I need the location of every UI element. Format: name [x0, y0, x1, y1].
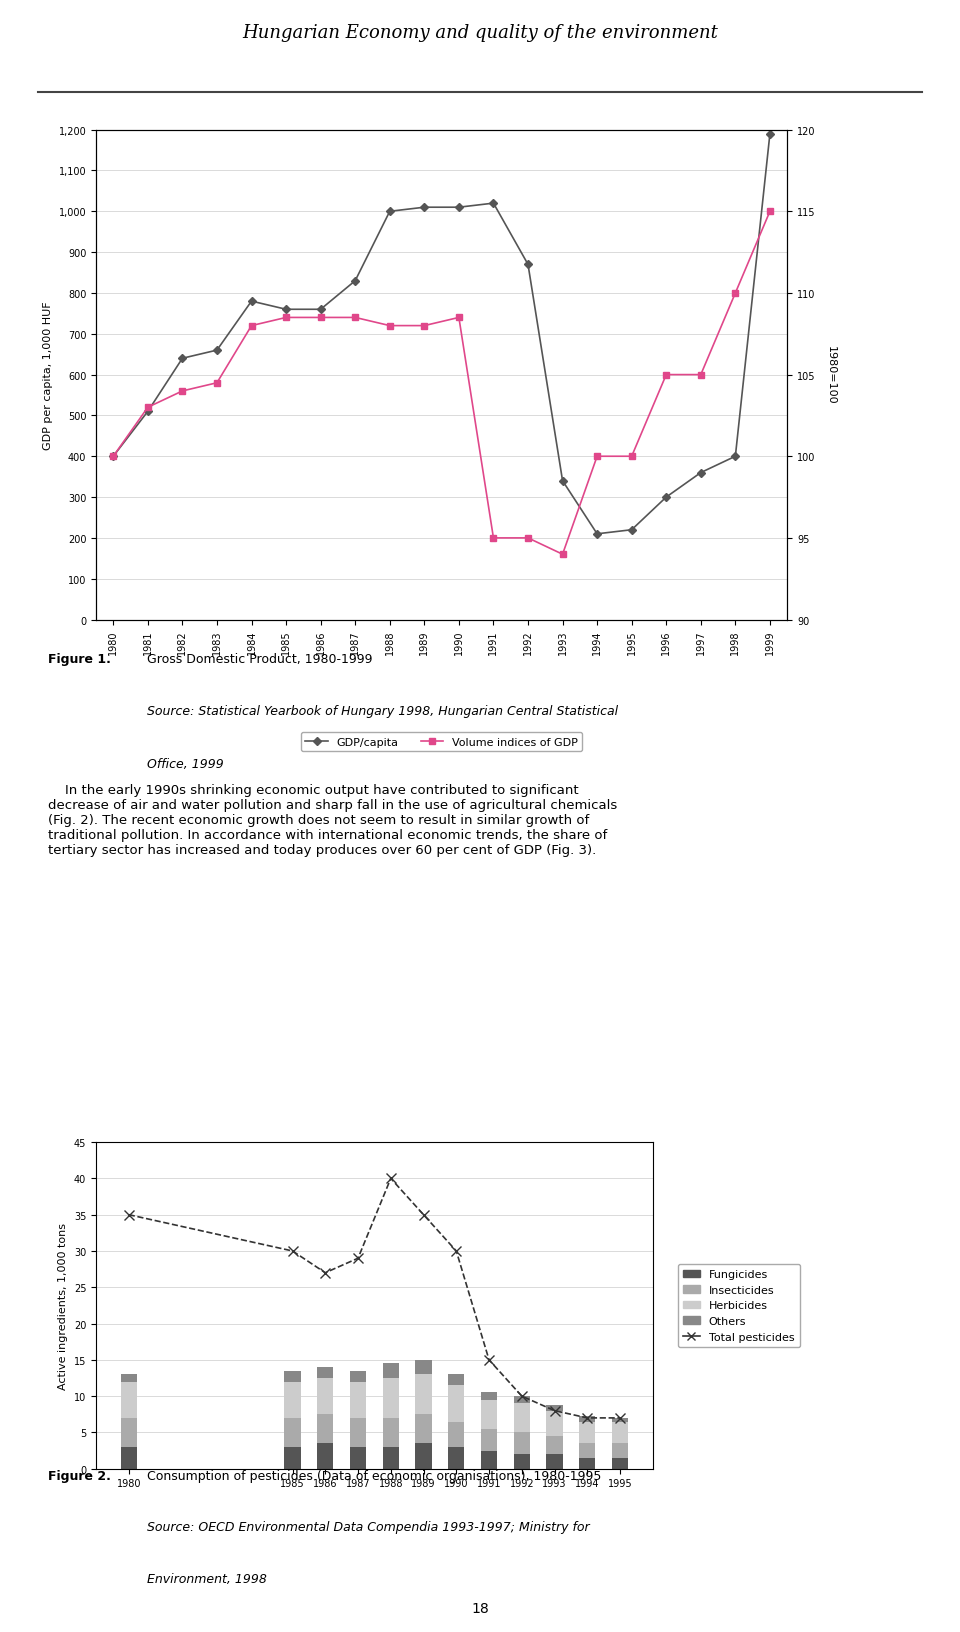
Bar [383, 1377, 399, 1418]
Bar [416, 1443, 432, 1469]
Bar [612, 1418, 628, 1421]
Bar [121, 1418, 137, 1448]
Text: In the early 1990s shrinking economic output have contributed to significant
dec: In the early 1990s shrinking economic ou… [48, 783, 617, 857]
Bar [416, 1359, 432, 1374]
Text: Office, 1999: Office, 1999 [148, 757, 224, 770]
Total pesticides [450, 1242, 462, 1262]
Bar [448, 1421, 465, 1448]
Bar [349, 1371, 366, 1382]
Bar [448, 1374, 465, 1386]
Total pesticides [614, 1408, 626, 1428]
Bar [612, 1443, 628, 1457]
Text: 18: 18 [471, 1601, 489, 1614]
Total pesticides [549, 1400, 561, 1420]
Bar [612, 1457, 628, 1469]
Bar [514, 1404, 530, 1433]
Bar [579, 1421, 595, 1443]
Bar [121, 1374, 137, 1382]
Line: Total pesticides: Total pesticides [124, 1173, 625, 1423]
Bar [579, 1417, 595, 1421]
Text: Environment, 1998: Environment, 1998 [148, 1572, 267, 1585]
Bar [514, 1454, 530, 1469]
Bar [317, 1443, 333, 1469]
Bar [448, 1448, 465, 1469]
Bar [546, 1454, 563, 1469]
Text: Figure 2.: Figure 2. [48, 1469, 110, 1482]
Bar [481, 1400, 497, 1430]
Bar [579, 1457, 595, 1469]
Text: Gross Domestic Product, 1980-1999: Gross Domestic Product, 1980-1999 [148, 653, 372, 666]
Total pesticides [483, 1350, 494, 1369]
Bar [481, 1451, 497, 1469]
Bar [284, 1448, 300, 1469]
Bar [349, 1448, 366, 1469]
Bar [546, 1410, 563, 1436]
Total pesticides [582, 1408, 593, 1428]
Y-axis label: 1980=100: 1980=100 [827, 346, 836, 405]
Total pesticides [320, 1263, 331, 1283]
Total pesticides [123, 1204, 134, 1224]
Y-axis label: GDP per capita, 1,000 HUF: GDP per capita, 1,000 HUF [43, 300, 53, 450]
Bar [121, 1382, 137, 1418]
Text: Source: OECD Environmental Data Compendia 1993-1997; Ministry for: Source: OECD Environmental Data Compendi… [148, 1521, 590, 1532]
Text: Consumption of pesticides (Data of economic organisations), 1980-1995: Consumption of pesticides (Data of econo… [148, 1469, 602, 1482]
Bar [579, 1443, 595, 1457]
Bar [416, 1415, 432, 1443]
Legend: Fungicides, Insecticides, Herbicides, Others, Total pesticides: Fungicides, Insecticides, Herbicides, Ot… [678, 1263, 800, 1348]
Text: Figure 1.: Figure 1. [48, 653, 110, 666]
Bar [284, 1418, 300, 1448]
Bar [416, 1374, 432, 1415]
Total pesticides [385, 1169, 396, 1188]
Bar [383, 1418, 399, 1448]
Bar [317, 1377, 333, 1415]
Bar [481, 1392, 497, 1400]
Bar [546, 1436, 563, 1454]
Bar [284, 1371, 300, 1382]
Bar [546, 1405, 563, 1410]
Bar [383, 1448, 399, 1469]
Legend: GDP/capita, Volume indices of GDP: GDP/capita, Volume indices of GDP [301, 733, 582, 752]
Total pesticides [352, 1248, 364, 1268]
Bar [284, 1382, 300, 1418]
Bar [514, 1433, 530, 1454]
Bar [349, 1382, 366, 1418]
Bar [317, 1368, 333, 1377]
Bar [514, 1397, 530, 1404]
Bar [481, 1430, 497, 1451]
Text: Source: Statistical Yearbook of Hungary 1998, Hungarian Central Statistical: Source: Statistical Yearbook of Hungary … [148, 705, 618, 718]
Bar [121, 1448, 137, 1469]
Total pesticides [287, 1242, 299, 1262]
Total pesticides [418, 1204, 429, 1224]
Bar [317, 1415, 333, 1443]
Bar [349, 1418, 366, 1448]
Total pesticides [516, 1387, 528, 1407]
Bar [383, 1364, 399, 1377]
Y-axis label: Active ingredients, 1,000 tons: Active ingredients, 1,000 tons [59, 1222, 68, 1389]
Bar [448, 1386, 465, 1421]
Bar [612, 1421, 628, 1443]
Text: Hungarian Economy and quality of the environment: Hungarian Economy and quality of the env… [242, 24, 718, 42]
